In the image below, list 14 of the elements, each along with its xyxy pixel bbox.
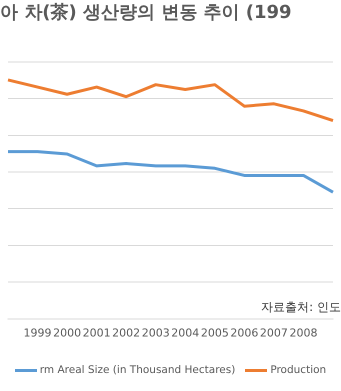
x-tick-label: 2001 bbox=[82, 326, 111, 340]
legend-label: Production bbox=[270, 364, 326, 376]
x-tick-label: 2006 bbox=[230, 326, 258, 340]
x-tick-label: 2005 bbox=[200, 326, 229, 340]
x-tick-label: 2007 bbox=[260, 326, 288, 340]
x-tick-label: 2002 bbox=[112, 326, 140, 340]
annotation: 자료출처: 인도 bbox=[261, 299, 341, 316]
x-tick-label: 2000 bbox=[53, 326, 82, 340]
chart-title: 아 차(茶) 생산량의 변동 추이 (199 bbox=[0, 1, 292, 24]
x-tick-label: 2003 bbox=[142, 326, 170, 340]
x-tick-label: 1999 bbox=[24, 326, 52, 340]
legend-label: rm Areal Size (in Thousand Hectares) bbox=[40, 364, 236, 376]
x-tick-label: 2008 bbox=[289, 326, 318, 340]
x-tick-label: 2004 bbox=[171, 326, 200, 340]
